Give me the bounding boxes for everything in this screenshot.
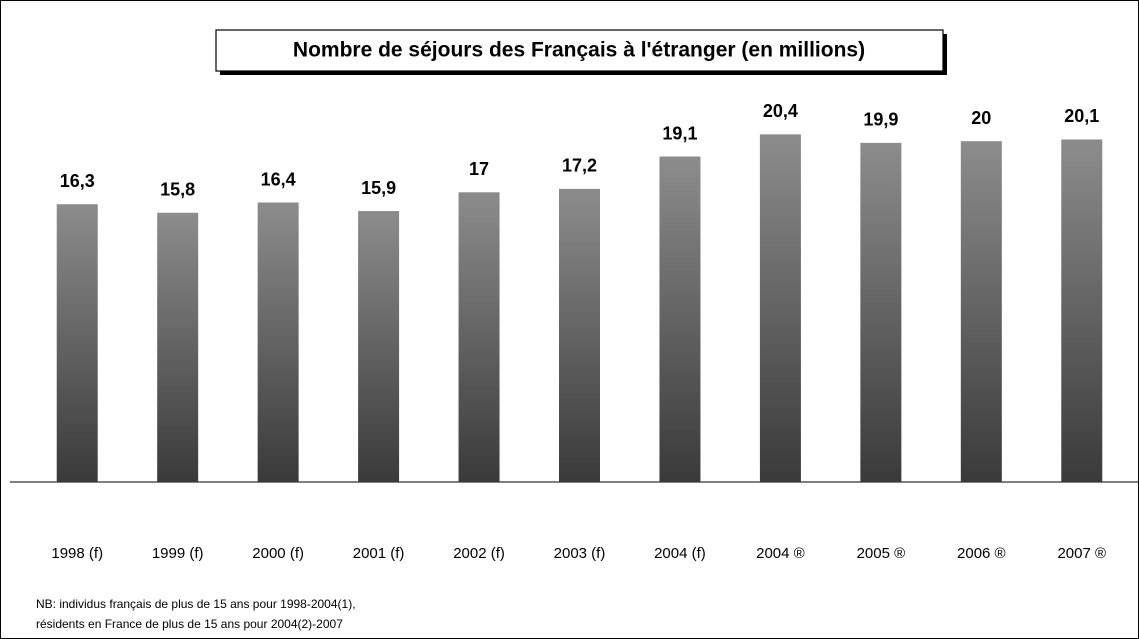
bar [157,212,199,482]
data-label: 15,9 [361,178,396,198]
x-tick-label: 1998 (f) [51,545,103,562]
bar [860,142,902,482]
data-label: 16,3 [60,171,95,191]
bar [659,156,701,483]
bar [960,141,1002,482]
data-label: 19,1 [662,123,697,143]
x-tick-label: 2003 (f) [554,545,606,562]
bar [559,188,600,482]
data-label: 17,2 [562,156,597,176]
data-label: 15,8 [160,179,195,199]
data-label: 19,9 [863,110,898,130]
data-label: 16,4 [261,169,296,189]
data-label: 20 [971,108,991,128]
chart-title: Nombre de séjours des Français à l'étran… [293,39,865,62]
x-tick-label: 2004 ® [756,545,805,562]
x-tick-label: 2002 (f) [453,545,505,562]
x-tick-label: 2005 ® [857,545,906,562]
data-label: 17 [469,159,489,179]
x-tick-label: 2001 (f) [353,545,405,562]
title-box [215,29,944,72]
data-label: 20,1 [1064,106,1099,126]
x-tick-label: 2006 ® [957,545,1006,562]
bar [257,202,299,482]
x-tick-label: 1999 (f) [152,545,204,562]
x-tick-label: 2000 (f) [252,545,304,562]
bar [1061,139,1103,482]
note: NB: individus français de plus de 15 ans… [36,597,356,611]
x-tick-label: 2004 (f) [654,545,706,562]
x-tick-label: 2007 ® [1057,545,1106,562]
note: résidents en France de plus de 15 ans po… [36,617,343,631]
bar [358,211,400,482]
bar [56,204,98,483]
data-label: 20,4 [763,101,798,121]
bar [458,192,500,482]
bar [759,134,801,482]
